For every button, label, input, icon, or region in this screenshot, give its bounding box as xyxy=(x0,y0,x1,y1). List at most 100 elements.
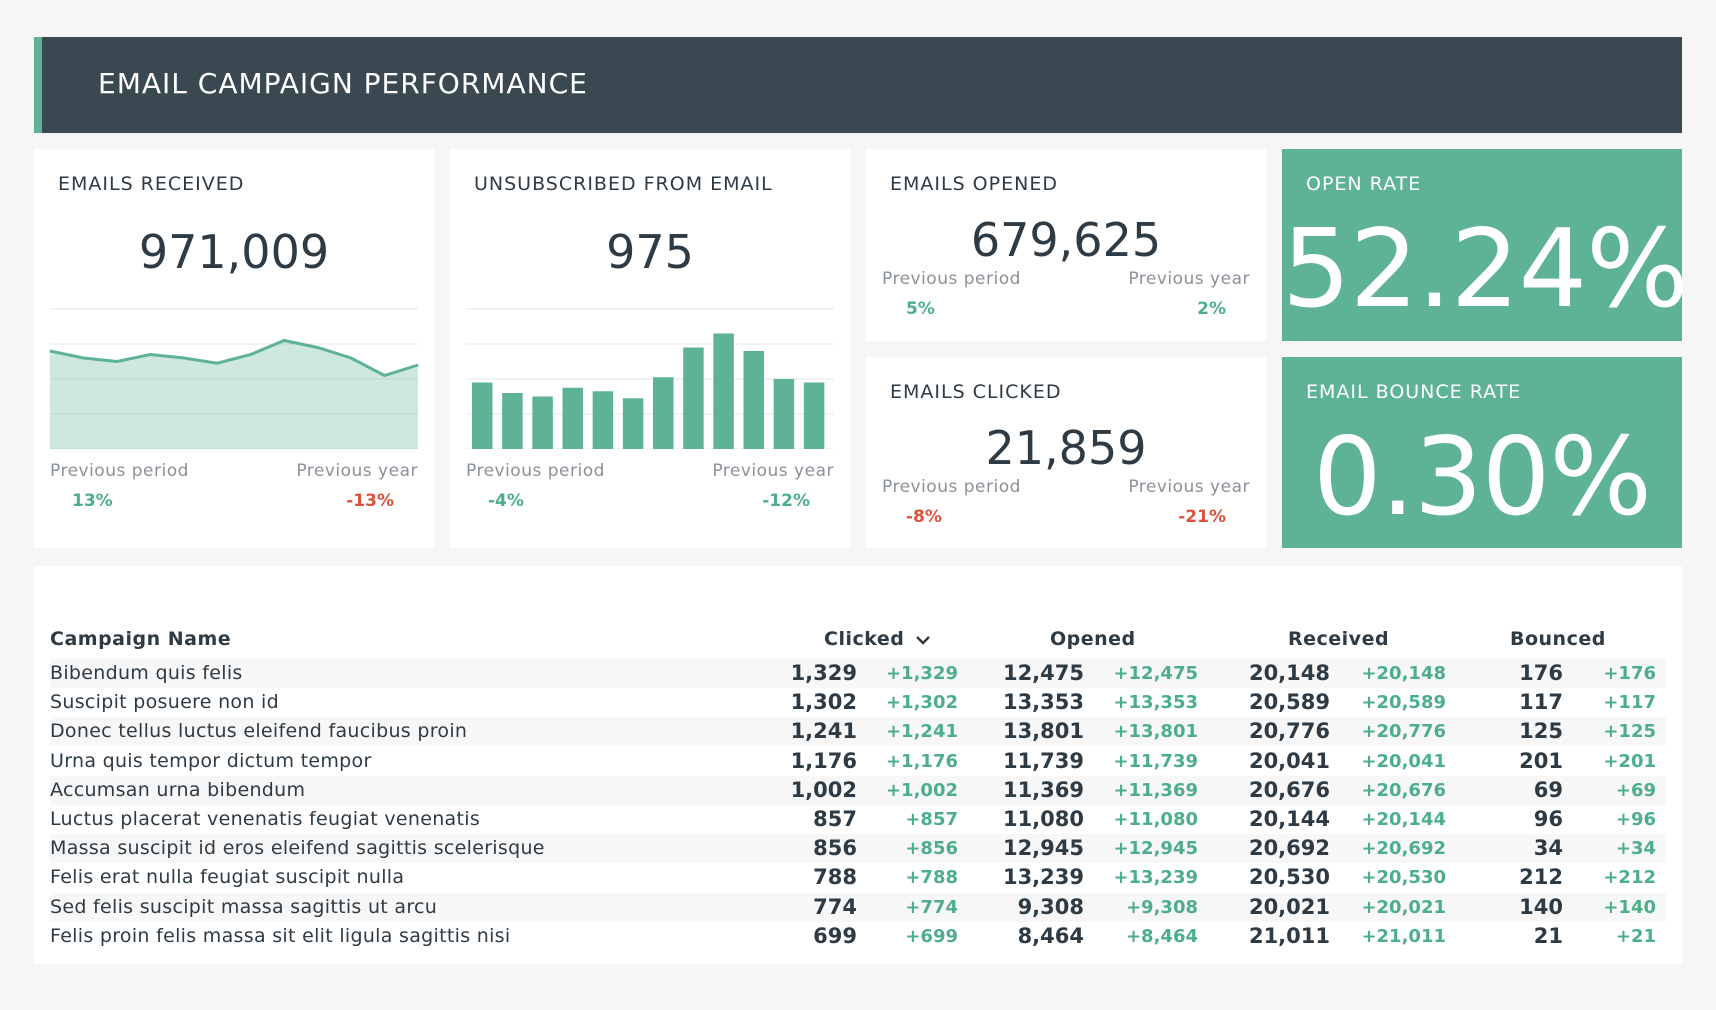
card-label: EMAILS CLICKED xyxy=(890,381,1062,403)
bounced-change-cell: +69 xyxy=(1615,779,1656,801)
previous-year-label: Previous year xyxy=(296,461,418,481)
opened-change-cell: +11,739 xyxy=(1113,750,1198,772)
card-value: 21,859 xyxy=(985,421,1147,475)
clicked-change-cell: +857 xyxy=(905,809,958,830)
table-row[interactable]: Suscipit posuere non id 1,302 +1,302 13,353… xyxy=(50,688,1666,717)
bar xyxy=(472,382,493,449)
bounced-cell: 201 xyxy=(1519,748,1563,773)
area-point xyxy=(49,350,51,352)
table-row[interactable]: Donec tellus luctus eleifend faucibus pr… xyxy=(50,717,1666,747)
clicked-cell: 1,002 xyxy=(790,777,857,802)
previous-period-change: 13% xyxy=(72,491,113,511)
column-header-bounced[interactable]: Bounced xyxy=(1510,628,1606,650)
received-change-cell: +20,144 xyxy=(1361,809,1446,830)
table-row[interactable]: Massa suscipit id eros eleifend sagittis… xyxy=(50,834,1666,864)
card-value: 975 xyxy=(606,225,694,279)
previous-period-change: 5% xyxy=(906,299,935,319)
column-header-label: Clicked xyxy=(824,628,905,650)
opened-change-cell: +11,369 xyxy=(1113,779,1198,801)
column-header-clicked[interactable]: Clicked xyxy=(824,628,931,650)
area-point xyxy=(149,354,151,355)
card-value: 971,009 xyxy=(138,225,330,279)
received-cell: 20,144 xyxy=(1248,807,1330,831)
bounced-cell: 125 xyxy=(1519,719,1563,744)
area-fill xyxy=(50,340,418,449)
received-change-cell: +20,041 xyxy=(1361,750,1446,772)
previous-year-change: 2% xyxy=(1197,299,1226,319)
received-change-cell: +20,021 xyxy=(1361,896,1446,918)
received-cell: 20,530 xyxy=(1248,865,1330,890)
table-row[interactable]: Luctus placerat venenatis feugiat venena… xyxy=(50,805,1666,834)
previous-year-change: -13% xyxy=(346,491,394,511)
table-row[interactable]: Sed felis suscipit massa sagittis ut arc… xyxy=(50,892,1666,922)
bar xyxy=(502,393,523,449)
bounced-change-cell: +212 xyxy=(1603,867,1656,889)
clicked-cell: 1,302 xyxy=(790,690,857,715)
clicked-change-cell: +1,241 xyxy=(885,721,958,743)
campaign-name-cell: Massa suscipit id eros eleifend sagittis… xyxy=(50,837,545,860)
bar xyxy=(622,398,644,449)
bar-chart xyxy=(466,308,834,449)
bar xyxy=(773,379,795,449)
opened-change-cell: +13,239 xyxy=(1113,867,1198,889)
campaign-name-cell: Sed felis suscipit massa sagittis ut arc… xyxy=(50,895,438,918)
previous-period-change: -8% xyxy=(906,507,942,527)
campaign-name-cell: Luctus placerat venenatis feugiat venena… xyxy=(50,808,481,830)
bounce-rate-card: EMAIL BOUNCE RATE 0.30% xyxy=(1282,357,1682,548)
received-change-cell: +20,692 xyxy=(1361,838,1446,860)
bar xyxy=(803,382,825,449)
bar xyxy=(743,351,765,449)
received-cell: 20,021 xyxy=(1248,894,1330,919)
table-row[interactable]: Accumsan urna bibendum 1,002 +1,002 11,369 +… xyxy=(50,775,1666,805)
clicked-cell: 1,329 xyxy=(790,661,857,685)
column-header-campaign-name[interactable]: Campaign Name xyxy=(50,628,232,650)
table-row[interactable]: Bibendum quis felis 1,329 +1,329 12,475 +12,… xyxy=(50,659,1666,688)
previous-year-change: -12% xyxy=(762,491,810,511)
clicked-cell: 1,176 xyxy=(790,748,857,773)
campaign-table: Campaign Name Clicked Opened Received Bo… xyxy=(34,566,1682,964)
opened-change-cell: +13,353 xyxy=(1113,692,1198,714)
received-cell: 20,589 xyxy=(1248,690,1330,715)
opened-cell: 13,801 xyxy=(1002,719,1084,744)
bounced-cell: 34 xyxy=(1533,836,1563,861)
opened-change-cell: +13,801 xyxy=(1113,721,1198,743)
column-header-received[interactable]: Received xyxy=(1288,628,1390,650)
bounced-change-cell: +201 xyxy=(1603,750,1656,772)
card-label: EMAILS OPENED xyxy=(890,173,1058,195)
area-point xyxy=(283,340,285,341)
campaign-name-cell: Suscipit posuere non id xyxy=(50,691,279,714)
previous-period-change: -4% xyxy=(488,491,524,511)
area-chart xyxy=(49,308,419,449)
received-cell: 21,011 xyxy=(1248,923,1330,948)
unsubscribed-card: UNSUBSCRIBED FROM EMAIL 975 Previous per… xyxy=(450,149,850,548)
clicked-cell: 1,241 xyxy=(790,719,857,744)
bounced-cell: 117 xyxy=(1519,690,1563,715)
chevron-down-icon xyxy=(916,635,931,645)
opened-change-cell: +9,308 xyxy=(1125,896,1198,918)
previous-year-change: -21% xyxy=(1178,507,1226,527)
received-change-cell: +20,589 xyxy=(1361,692,1446,714)
bounced-cell: 140 xyxy=(1519,894,1563,919)
table-row[interactable]: Felis erat nulla feugiat suscipit nulla 7… xyxy=(50,863,1666,892)
table-row[interactable]: Urna quis tempor dictum tempor 1,176 +1,17… xyxy=(50,747,1666,776)
opened-cell: 11,369 xyxy=(1002,777,1084,802)
area-point xyxy=(350,357,352,359)
previous-year-label: Previous year xyxy=(712,461,834,481)
bounced-change-cell: +140 xyxy=(1603,896,1656,918)
kpi-value: 0.30% xyxy=(1312,415,1652,540)
clicked-change-cell: +1,329 xyxy=(885,663,958,684)
clicked-change-cell: +1,002 xyxy=(885,779,958,801)
bounced-cell: 176 xyxy=(1519,661,1563,685)
clicked-change-cell: +856 xyxy=(905,838,958,860)
table-row[interactable]: Felis proin felis massa sit elit ligula … xyxy=(50,922,1666,951)
bounced-change-cell: +21 xyxy=(1615,925,1656,947)
area-point xyxy=(317,347,319,348)
clicked-cell: 774 xyxy=(813,894,857,919)
bar xyxy=(532,396,553,449)
emails-received-card: EMAILS RECEIVED 971,009 Previous period … xyxy=(34,149,434,548)
kpi-label: OPEN RATE xyxy=(1306,173,1422,195)
column-header-opened[interactable]: Opened xyxy=(1050,628,1136,650)
opened-cell: 9,308 xyxy=(1017,894,1084,919)
opened-cell: 11,739 xyxy=(1002,748,1084,773)
area-point xyxy=(116,361,118,362)
